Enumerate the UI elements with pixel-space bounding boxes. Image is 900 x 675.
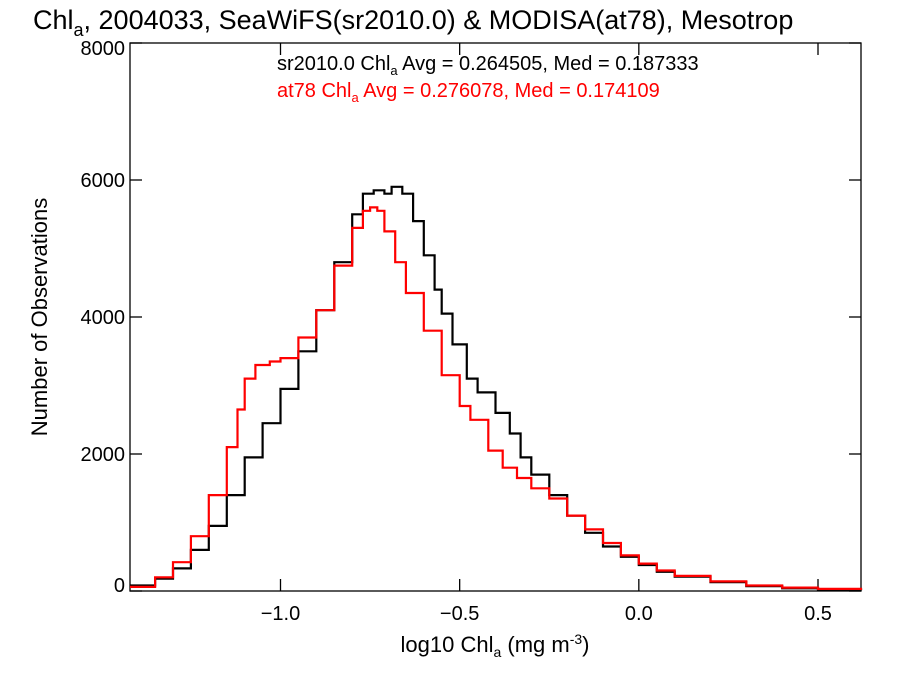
series-layer [130,185,863,591]
x-axis-title: log10 Chla (mg m-3) [401,631,590,660]
y-tick-label: 2000 [81,444,126,466]
y-tick-label: 4000 [81,307,126,329]
annotation-sr2010-stats: sr2010.0 Chla Avg = 0.264505, Med = 0.18… [277,53,699,78]
x-tick-label: 0.0 [625,603,653,625]
chart-title-prefix: Chl [33,5,74,35]
annotation-sr2010-subscript: a [390,63,398,78]
annotation-at78-prefix: at78 Chl [277,80,352,102]
annotation-sr2010-rest: Avg = 0.264505, Med = 0.187333 [398,53,699,75]
chart-title-subscript: a [74,20,85,40]
x-axis-title-subscript: a [493,644,501,660]
plot-area-frame [129,42,862,592]
x-axis-title-prefix: log10 Chl [401,632,494,657]
x-tick-label: −0.5 [440,603,479,625]
annotation-at78-stats: at78 Chla Avg = 0.276078, Med = 0.174109 [277,80,660,105]
series-line-1 [130,206,863,590]
x-tick-label: 0.5 [804,603,832,625]
x-axis-title-mid: (mg m [501,632,569,657]
chart-title-rest: , 2004033, SeaWiFS(sr2010.0) & MODISA(at… [84,5,794,35]
y-tick-label: 8000 [81,38,126,60]
annotation-sr2010-prefix: sr2010.0 Chl [277,53,390,75]
annotation-at78-rest: Avg = 0.276078, Med = 0.174109 [359,80,660,102]
y-axis-title: Number of Observations [27,198,52,436]
x-tick-label: −1.0 [261,603,300,625]
x-axis-title-end: ) [582,632,589,657]
series-line-0 [130,185,863,591]
chart-title: Chla, 2004033, SeaWiFS(sr2010.0) & MODIS… [33,5,793,40]
y-tick-label: 0 [114,575,125,597]
y-tick-label: 6000 [81,170,126,192]
annotation-at78-subscript: a [352,90,360,105]
x-axis-title-superscript: -3 [570,631,583,647]
